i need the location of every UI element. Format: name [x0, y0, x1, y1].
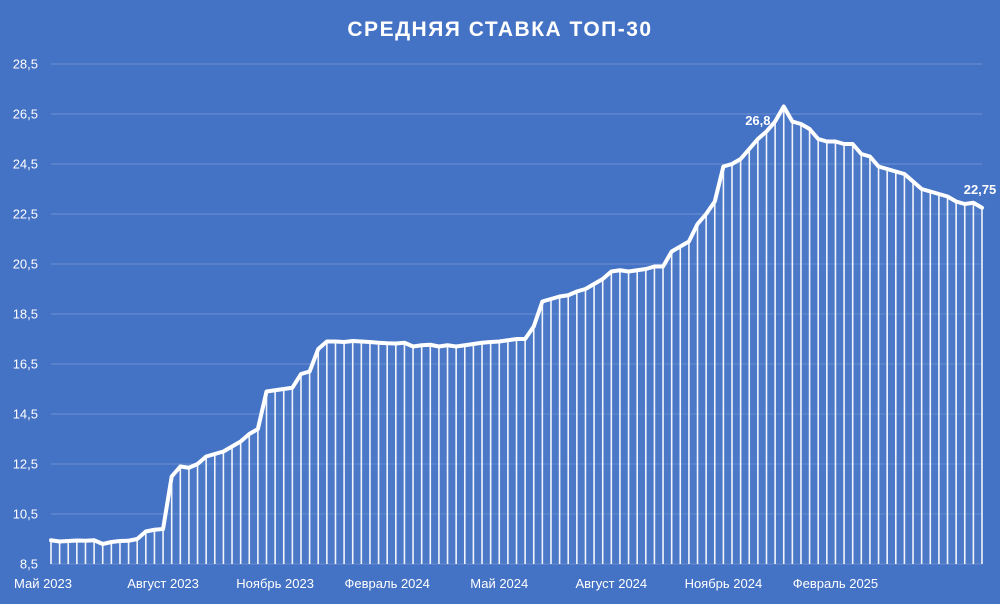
x-tick-label: Ноябрь 2024 — [685, 576, 763, 591]
y-tick-label: 22,5 — [13, 207, 38, 222]
chart-title: СРЕДНЯЯ СТАВКА ТОП-30 — [347, 18, 653, 41]
x-tick-label: Ноябрь 2023 — [236, 576, 314, 591]
x-tick-label: Август 2024 — [575, 576, 647, 591]
x-tick-label: Август 2023 — [127, 576, 199, 591]
y-tick-label: 10,5 — [13, 507, 38, 522]
y-tick-label: 20,5 — [13, 257, 38, 272]
y-tick-label: 24,5 — [13, 157, 38, 172]
y-tick-label: 14,5 — [13, 407, 38, 422]
data-label: 22,75 — [964, 182, 997, 197]
y-tick-label: 18,5 — [13, 307, 38, 322]
y-tick-label: 16,5 — [13, 357, 38, 372]
y-tick-label: 26,5 — [13, 107, 38, 122]
x-tick-label: Февраль 2025 — [793, 576, 878, 591]
series-line — [49, 104, 984, 546]
x-tick-label: Февраль 2024 — [345, 576, 430, 591]
x-tick-label: Май 2024 — [470, 576, 528, 591]
y-tick-label: 28,5 — [13, 57, 38, 72]
y-tick-label: 8,5 — [20, 557, 38, 572]
x-tick-label: Май 2023 — [14, 576, 72, 591]
y-tick-label: 12,5 — [13, 457, 38, 472]
data-label: 26,8 — [745, 113, 770, 128]
